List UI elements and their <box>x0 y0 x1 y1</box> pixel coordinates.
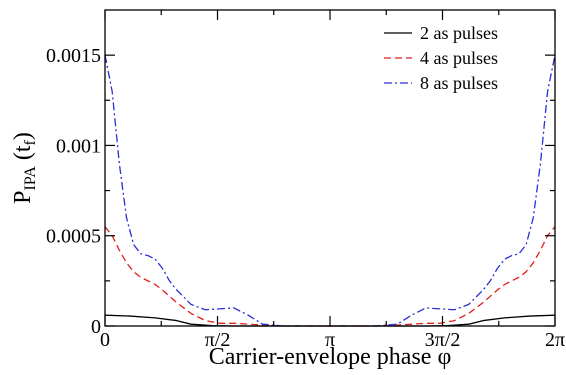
y-label-arg: (t <box>10 145 36 166</box>
y-label-arg-close: ) <box>10 132 36 140</box>
x-tick-label: 2π <box>545 329 565 351</box>
y-tick-label: 0 <box>91 316 101 338</box>
x-axis-label: Carrier-envelope phase φ <box>209 344 452 370</box>
legend-label: 2 as pulses <box>420 23 498 43</box>
legend-label: 8 as pulses <box>420 73 498 93</box>
y-tick-label: 0.0005 <box>46 226 101 248</box>
legend: 2 as pulses 4 as pulses 8 as pulses <box>384 23 498 93</box>
series-lines <box>105 55 555 326</box>
y-label-sub: IPA <box>22 166 39 191</box>
x-tick-label: 0 <box>100 329 110 351</box>
legend-label: 4 as pulses <box>420 48 498 68</box>
series-line-3 <box>105 55 555 326</box>
y-axis-label: PIPA (tf) <box>10 132 39 204</box>
y-label-main: P <box>10 190 36 203</box>
y-tick-label: 0.001 <box>56 135 101 157</box>
series-line-2 <box>105 227 555 326</box>
y-tick-label: 0.0015 <box>46 45 101 67</box>
